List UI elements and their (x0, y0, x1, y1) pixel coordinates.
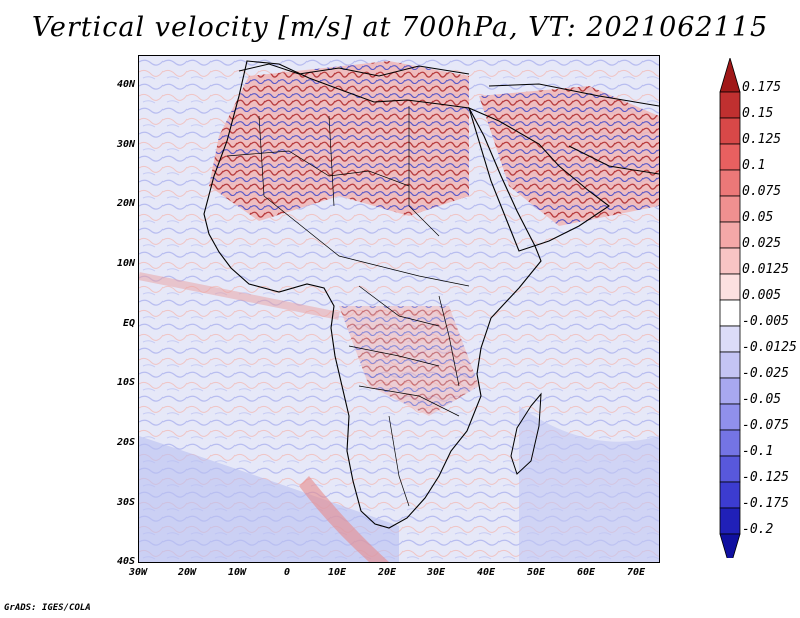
colorbar-bin (719, 481, 741, 509)
map-canvas (139, 56, 659, 562)
lat-label: EQ (122, 318, 135, 329)
madagascar (510, 392, 542, 475)
colorbar-bin (719, 273, 741, 301)
colorbar-label: 0.125 (742, 132, 782, 147)
lat-label: 20N (116, 198, 135, 209)
colorbar-label: -0.05 (742, 392, 782, 407)
colorbar-bin (719, 325, 741, 353)
colorbar-label: -0.125 (742, 470, 789, 485)
colorbar-bin (719, 221, 741, 249)
lat-label: 40S (116, 556, 135, 567)
colorbar-bin (719, 533, 741, 558)
colorbar-label: -0.175 (742, 496, 789, 511)
colorbar-bin (719, 377, 741, 405)
colorbar-bin (719, 429, 741, 457)
lat-label: 40N (116, 79, 135, 90)
colorbar-bin (719, 507, 741, 535)
colorbar-label: 0.005 (742, 288, 782, 303)
colorbar-bin (719, 169, 741, 197)
colorbar-label: -0.1 (742, 444, 774, 459)
map-plot-area (138, 55, 660, 563)
colorbar-bin (719, 195, 741, 223)
colorbar-bin (719, 455, 741, 483)
lon-label: 60E (576, 567, 596, 578)
lat-label: 30N (116, 139, 135, 150)
colorbar-label: -0.025 (742, 366, 789, 381)
lat-label: 10S (116, 377, 135, 388)
lon-label: 0 (283, 567, 291, 578)
colorbar-bin (719, 58, 741, 93)
colorbar-label: -0.2 (742, 522, 774, 537)
colorbar-label: 0.0125 (742, 262, 789, 277)
lon-label: 70E (626, 567, 646, 578)
colorbar-bin (719, 143, 741, 171)
lon-label: 10E (327, 567, 347, 578)
grads-credit: GrADS: IGES/COLA (4, 603, 91, 613)
colorbar-bin (719, 351, 741, 379)
colorbar-bin (719, 403, 741, 431)
lon-label: 20E (377, 567, 397, 578)
colorbar-label: -0.075 (742, 418, 789, 433)
lat-label: 30S (116, 497, 135, 508)
arabia-coastline (468, 107, 610, 252)
lon-label: 30W (128, 567, 148, 578)
colorbar-label: -0.005 (742, 314, 789, 329)
colorbar (719, 58, 741, 558)
colorbar-bin (719, 91, 741, 119)
colorbar-label: 0.025 (742, 236, 782, 251)
lon-label: 40E (476, 567, 496, 578)
colorbar-bin (719, 247, 741, 275)
lon-label: 10W (227, 567, 247, 578)
lon-label: 20W (177, 567, 197, 578)
colorbar-bin (719, 117, 741, 145)
colorbar-label: 0.175 (742, 80, 782, 95)
colorbar-bin (719, 299, 741, 327)
lon-label: 50E (526, 567, 546, 578)
lat-label: 10N (116, 258, 135, 269)
country-borders (226, 106, 470, 507)
colorbar-label: 0.075 (742, 184, 782, 199)
africa-coastline (203, 60, 542, 529)
plot-title: Vertical velocity [m/s] at 700hPa, VT: 2… (31, 12, 769, 43)
colorbar-label: 0.15 (742, 106, 774, 121)
lat-label: 20S (116, 437, 135, 448)
colorbar-label: -0.0125 (742, 340, 797, 355)
colorbar-label: 0.1 (742, 158, 766, 173)
colorbar-label: 0.05 (742, 210, 774, 225)
lon-label: 30E (426, 567, 446, 578)
